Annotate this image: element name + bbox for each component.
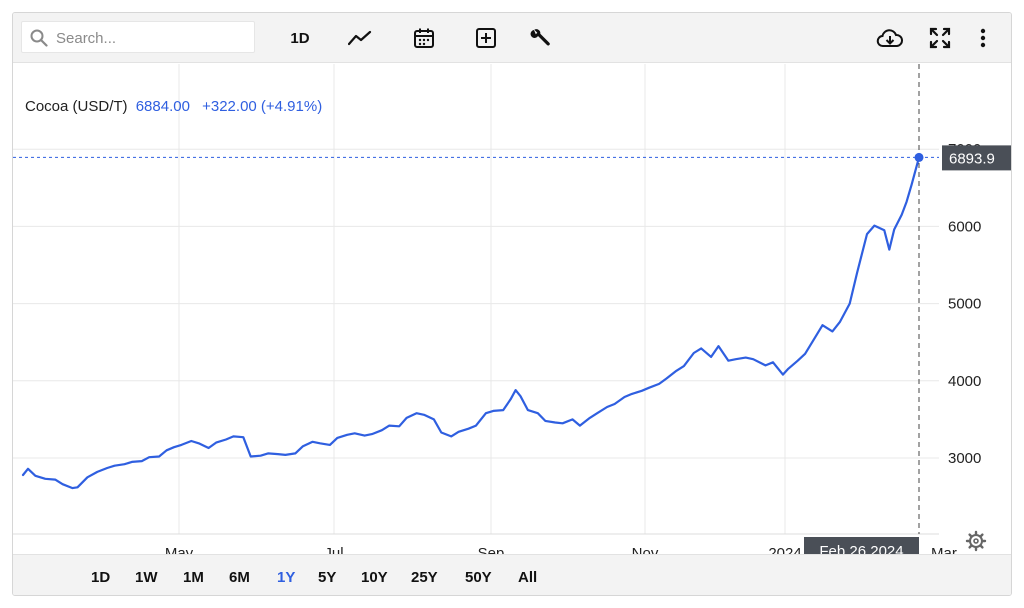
price-line — [21, 156, 921, 490]
interval-button[interactable]: 1D — [290, 29, 310, 47]
chart-area[interactable]: 30004000500060007000MayJulSepNov2024Mar … — [13, 64, 1011, 564]
legend: Cocoa (USD/T) 6884.00 +322.00 (+4.91%) — [25, 98, 322, 115]
fullscreen-icon — [929, 27, 951, 49]
range-button-1d[interactable]: 1D — [91, 569, 111, 586]
range-button-all[interactable]: All — [518, 569, 538, 586]
legend-price: 6884.00 — [135, 98, 190, 115]
add-indicator-icon — [475, 27, 497, 49]
settings-tools-button[interactable] — [527, 23, 553, 53]
y-tick-label: 3000 — [948, 450, 981, 467]
range-button-25y[interactable]: 25Y — [411, 569, 438, 586]
chart-widget: 1D — [12, 12, 1012, 596]
range-button-1m[interactable]: 1M — [183, 569, 204, 586]
range-button-50y[interactable]: 50Y — [465, 569, 492, 586]
cloud-download-icon — [876, 28, 904, 48]
range-selector: 1D 1W 1M 6M 1Y 5Y 10Y 25Y 50Y All — [13, 554, 1011, 595]
y-tick-label: 5000 — [948, 296, 981, 313]
x-tick-label: Nov — [632, 545, 659, 554]
legend-change: +322.00 (+4.91%) — [202, 98, 323, 115]
add-indicator-button[interactable] — [473, 23, 499, 53]
download-button[interactable] — [875, 23, 905, 53]
crosshair-date-label: Feb 26 2024 — [819, 543, 903, 554]
crosshair-price-box — [942, 145, 1011, 171]
range-button-6m[interactable]: 6M — [229, 569, 250, 586]
date-range-button[interactable] — [411, 23, 437, 53]
more-vert-icon — [980, 28, 986, 48]
y-tick-label: 4000 — [948, 373, 981, 390]
x-tick-label: Sep — [478, 545, 505, 554]
range-button-1w[interactable]: 1W — [135, 569, 158, 586]
range-button-1y[interactable]: 1Y — [277, 569, 296, 586]
legend-instrument-name: Cocoa (USD/T) — [25, 98, 128, 115]
gear-icon[interactable] — [965, 530, 987, 552]
wrench-icon — [529, 27, 551, 49]
price-chart[interactable]: 30004000500060007000MayJulSepNov2024Mar … — [13, 64, 1011, 564]
crosshair-point — [914, 152, 924, 162]
fullscreen-button[interactable] — [927, 23, 953, 53]
x-tick-label: 2024 — [768, 545, 801, 554]
x-tick-label: May — [165, 545, 194, 554]
line-chart-icon — [348, 30, 372, 46]
toolbar: 1D — [13, 13, 1011, 63]
range-button-5y[interactable]: 5Y — [318, 569, 337, 586]
range-button-10y[interactable]: 10Y — [361, 569, 388, 586]
more-options-button[interactable] — [975, 23, 991, 53]
x-tick-label: Mar — [931, 545, 957, 554]
x-tick-label: Jul — [324, 545, 343, 554]
search-input[interactable] — [54, 27, 244, 49]
search-icon — [30, 29, 48, 47]
crosshair-price-label: 6893.9 — [949, 150, 995, 167]
chart-type-button[interactable] — [347, 23, 373, 53]
y-tick-label: 6000 — [948, 218, 981, 235]
search-box[interactable] — [21, 21, 255, 53]
calendar-icon — [413, 27, 435, 49]
